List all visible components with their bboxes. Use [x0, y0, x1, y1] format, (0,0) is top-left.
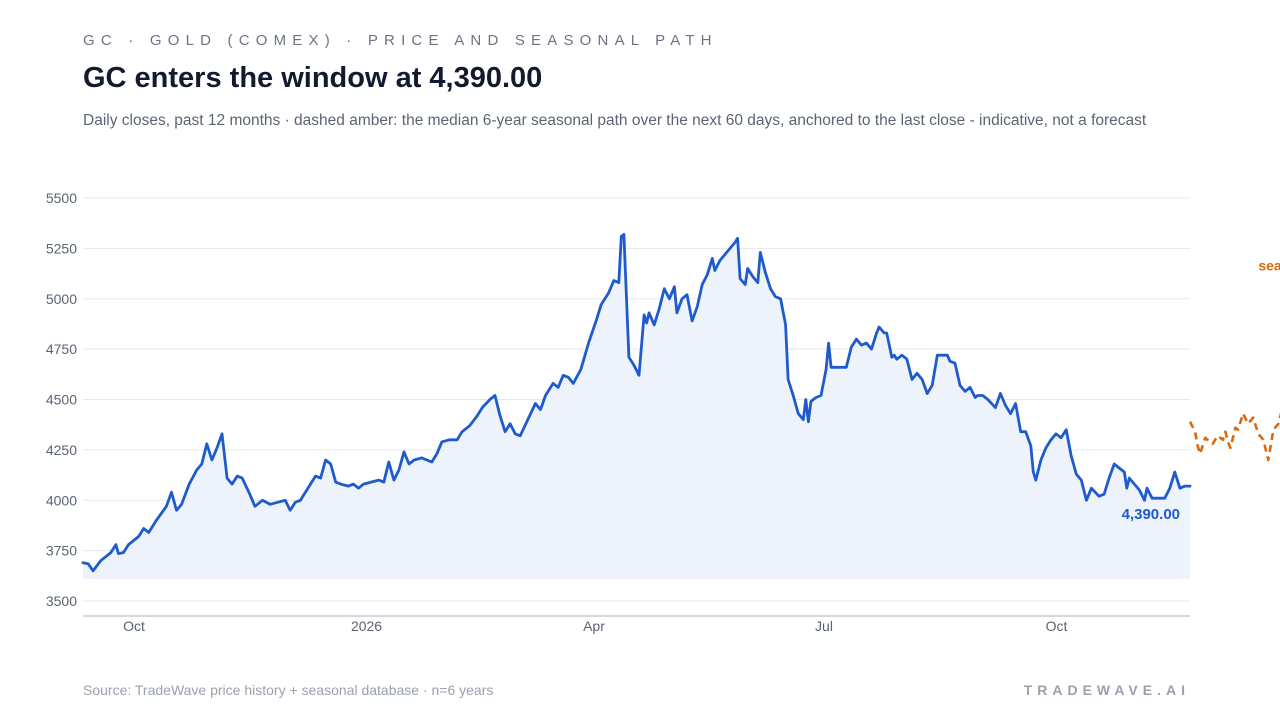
x-tick-label: Apr: [583, 618, 605, 634]
brand-logo: TRADEWAVE.AI: [1023, 682, 1190, 698]
seasonal-path-label: seasonal path +14.2%: [1258, 258, 1280, 274]
x-tick-label: 2026: [351, 618, 382, 634]
price-area-fill: [83, 234, 1190, 579]
y-tick-label: 4250: [46, 442, 77, 458]
source-note: Source: TradeWave price history + season…: [83, 682, 494, 698]
x-axis-ticks: Oct 2026 Apr Jul Oct: [123, 618, 1067, 634]
x-tick-label: Oct: [123, 618, 145, 634]
y-axis-ticks: 3500 3750 4000 4250 4500 4750 5000 5250 5500: [46, 190, 77, 609]
y-tick-label: 4750: [46, 341, 77, 357]
chart-subtitle: Daily closes, past 12 months · dashed am…: [83, 112, 1147, 129]
y-tick-label: 4500: [46, 392, 77, 408]
last-close-label: 4,390.00: [1122, 506, 1180, 523]
y-tick-label: 4000: [46, 492, 77, 508]
y-tick-label: 3500: [46, 593, 77, 609]
x-tick-label: Jul: [815, 618, 833, 634]
y-tick-label: 5250: [46, 240, 77, 256]
x-tick-label: Oct: [1046, 618, 1068, 634]
y-tick-label: 5500: [46, 190, 77, 206]
chart-eyebrow: GC · GOLD (COMEX) · PRICE AND SEASONAL P…: [83, 32, 718, 49]
y-tick-label: 3750: [46, 543, 77, 559]
price-series-line: [81, 232, 1192, 573]
y-tick-label: 5000: [46, 291, 77, 307]
chart-title: GC enters the window at 4,390.00: [83, 62, 543, 94]
seasonal-series-line: [1188, 412, 1280, 462]
